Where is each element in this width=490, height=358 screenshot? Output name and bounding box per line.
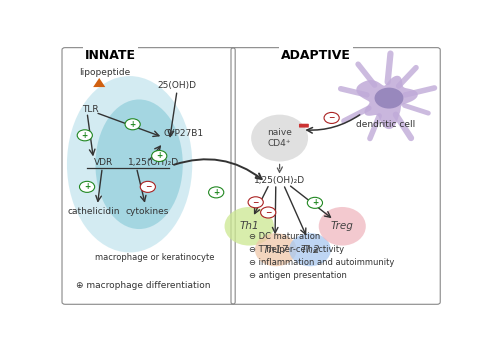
Circle shape — [77, 130, 93, 141]
Text: cytokines: cytokines — [125, 207, 169, 216]
Polygon shape — [356, 76, 418, 129]
Text: ⊕ macrophage differentiation: ⊕ macrophage differentiation — [76, 281, 211, 290]
Circle shape — [209, 187, 224, 198]
Circle shape — [125, 119, 140, 130]
Text: 25(OH)D: 25(OH)D — [158, 81, 196, 90]
Text: −: − — [328, 113, 335, 122]
Text: macrophage or keratinocyte: macrophage or keratinocyte — [96, 253, 215, 262]
Text: ⊖ DC maturation: ⊖ DC maturation — [249, 232, 320, 241]
Circle shape — [261, 207, 276, 218]
Text: +: + — [82, 131, 88, 140]
Ellipse shape — [318, 207, 366, 246]
Ellipse shape — [224, 207, 274, 246]
Text: lipopeptide: lipopeptide — [79, 68, 130, 77]
Text: TLR: TLR — [82, 105, 99, 113]
Text: ADAPTIVE: ADAPTIVE — [281, 49, 351, 62]
Text: cathelicidin: cathelicidin — [67, 207, 120, 216]
Text: +: + — [129, 120, 136, 129]
Polygon shape — [93, 78, 105, 87]
Text: 1,25(OH)₂D: 1,25(OH)₂D — [128, 158, 179, 168]
Text: Th2: Th2 — [300, 245, 320, 255]
Text: +: + — [213, 188, 220, 197]
Ellipse shape — [67, 76, 192, 252]
Text: 1,25(OH)₂D: 1,25(OH)₂D — [254, 176, 305, 185]
Text: VDR: VDR — [94, 158, 113, 168]
Text: naive
CD4⁺: naive CD4⁺ — [267, 129, 292, 148]
Ellipse shape — [96, 100, 183, 229]
Text: Th17: Th17 — [263, 245, 289, 255]
Ellipse shape — [255, 233, 297, 266]
Circle shape — [79, 182, 95, 192]
Text: +: + — [156, 151, 162, 160]
Text: Treg: Treg — [331, 221, 354, 231]
Text: −: − — [252, 198, 259, 207]
Text: +: + — [312, 198, 318, 207]
Text: dendritic cell: dendritic cell — [356, 120, 416, 129]
Text: ⊖ T helper-cell activity: ⊖ T helper-cell activity — [249, 245, 344, 254]
Circle shape — [151, 150, 167, 161]
Text: ⊖ inflammation and autoimmunity: ⊖ inflammation and autoimmunity — [249, 258, 394, 267]
Text: −: − — [145, 182, 151, 192]
Circle shape — [324, 112, 339, 124]
Circle shape — [248, 197, 263, 208]
Text: +: + — [84, 182, 90, 192]
Ellipse shape — [289, 233, 331, 266]
Circle shape — [140, 182, 155, 192]
Text: Th1: Th1 — [240, 221, 259, 231]
Text: CYP27B1: CYP27B1 — [163, 130, 203, 139]
Circle shape — [307, 197, 322, 208]
Text: −: − — [265, 208, 271, 217]
Ellipse shape — [251, 115, 308, 161]
FancyBboxPatch shape — [299, 124, 309, 127]
Text: INNATE: INNATE — [85, 49, 136, 62]
Circle shape — [374, 88, 403, 108]
Text: ⊖ antigen presentation: ⊖ antigen presentation — [249, 271, 347, 280]
